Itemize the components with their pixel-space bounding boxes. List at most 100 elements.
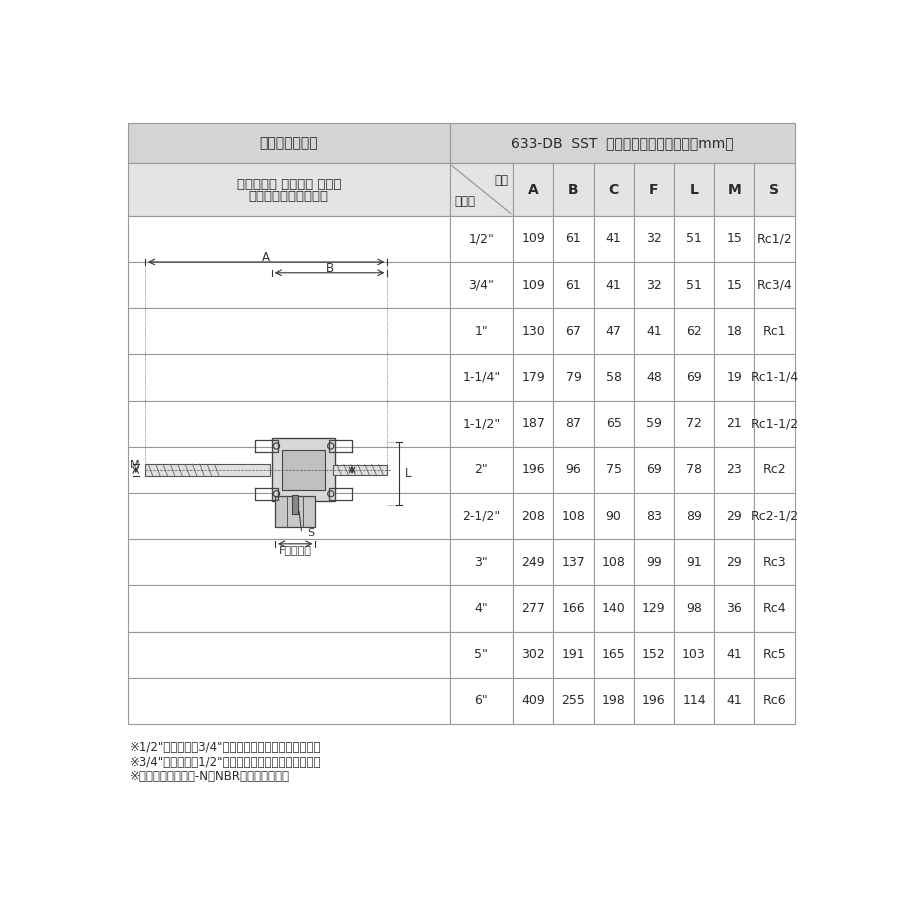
Text: M: M — [130, 460, 139, 471]
Text: 15: 15 — [726, 279, 742, 292]
Bar — [513, 678, 554, 724]
Text: 32: 32 — [646, 279, 662, 292]
Text: 108: 108 — [602, 556, 626, 569]
Text: F（対辺）: F（対辺） — [279, 545, 311, 555]
Bar — [450, 400, 513, 446]
Bar — [634, 262, 674, 308]
Bar — [674, 308, 714, 355]
Bar — [674, 446, 714, 493]
Bar — [594, 632, 634, 678]
Bar — [450, 308, 513, 355]
Text: 21: 21 — [726, 418, 742, 430]
Bar — [754, 446, 795, 493]
Text: 196: 196 — [521, 464, 545, 476]
Bar — [513, 164, 554, 216]
Bar — [754, 216, 795, 262]
Text: 79: 79 — [565, 371, 581, 384]
Bar — [674, 400, 714, 446]
Text: 99: 99 — [646, 556, 662, 569]
Bar — [554, 355, 594, 400]
Text: 41: 41 — [606, 232, 622, 246]
Text: 4": 4" — [474, 602, 489, 615]
Text: 51: 51 — [686, 232, 702, 246]
Bar — [450, 262, 513, 308]
Text: 41: 41 — [726, 695, 742, 707]
Bar — [714, 678, 754, 724]
Bar — [450, 493, 513, 539]
Text: Rc5: Rc5 — [762, 648, 787, 662]
Text: B: B — [326, 262, 334, 274]
Bar — [292, 494, 298, 514]
Bar — [754, 539, 795, 585]
Text: 1-1/4": 1-1/4" — [463, 371, 500, 384]
Bar — [554, 400, 594, 446]
Text: 108: 108 — [562, 509, 585, 523]
Bar — [714, 493, 754, 539]
Bar — [513, 308, 554, 355]
Text: 165: 165 — [602, 648, 626, 662]
Text: A: A — [528, 183, 538, 196]
Text: 61: 61 — [565, 232, 581, 246]
Text: 179: 179 — [521, 371, 545, 384]
Bar — [554, 308, 594, 355]
Bar — [333, 464, 387, 475]
Bar — [128, 493, 450, 539]
Bar — [513, 262, 554, 308]
Text: φC: φC — [321, 465, 337, 475]
Text: 1/2": 1/2" — [469, 232, 494, 246]
Bar — [714, 262, 754, 308]
Bar — [594, 678, 634, 724]
Bar — [128, 678, 450, 724]
Bar — [554, 164, 594, 216]
Bar — [128, 400, 450, 446]
Text: 41: 41 — [726, 648, 742, 662]
Text: 23: 23 — [726, 464, 742, 476]
Text: Rc2: Rc2 — [762, 464, 787, 476]
Bar — [674, 493, 714, 539]
Bar — [554, 216, 594, 262]
Bar — [450, 632, 513, 678]
Bar — [634, 308, 674, 355]
Text: B: B — [568, 183, 579, 196]
Text: 62: 62 — [686, 325, 702, 338]
Text: Rc1/2: Rc1/2 — [757, 232, 792, 246]
Bar — [450, 216, 513, 262]
Text: 208: 208 — [521, 509, 545, 523]
Bar — [450, 355, 513, 400]
Bar — [594, 308, 634, 355]
Bar — [634, 355, 674, 400]
Text: 58: 58 — [606, 371, 622, 384]
Bar — [272, 438, 336, 501]
Bar — [634, 632, 674, 678]
Text: 32: 32 — [646, 232, 662, 246]
Bar — [128, 355, 450, 400]
Bar — [128, 308, 450, 355]
Bar — [634, 216, 674, 262]
Bar — [513, 355, 554, 400]
Bar — [754, 262, 795, 308]
Bar — [714, 164, 754, 216]
Bar — [554, 446, 594, 493]
Bar — [674, 216, 714, 262]
Text: 78: 78 — [686, 464, 702, 476]
Text: 152: 152 — [642, 648, 666, 662]
Text: 277: 277 — [521, 602, 545, 615]
Bar — [594, 400, 634, 446]
Bar — [513, 400, 554, 446]
Text: 65: 65 — [606, 418, 622, 430]
Text: 75: 75 — [606, 464, 622, 476]
Text: 1": 1" — [474, 325, 489, 338]
Text: 36: 36 — [726, 602, 742, 615]
Text: ※ガスケットはブナ-N（NBR）を標準装備。: ※ガスケットはブナ-N（NBR）を標準装備。 — [130, 770, 290, 783]
Bar — [674, 539, 714, 585]
Bar — [554, 585, 594, 632]
Text: 302: 302 — [521, 648, 545, 662]
Text: 29: 29 — [726, 509, 742, 523]
Bar — [634, 446, 674, 493]
Text: 3/4": 3/4" — [469, 279, 494, 292]
Bar — [634, 493, 674, 539]
Text: 1-1/2": 1-1/2" — [463, 418, 500, 430]
Bar — [554, 493, 594, 539]
Text: 90: 90 — [606, 509, 622, 523]
Text: Rc2-1/2: Rc2-1/2 — [751, 509, 798, 523]
